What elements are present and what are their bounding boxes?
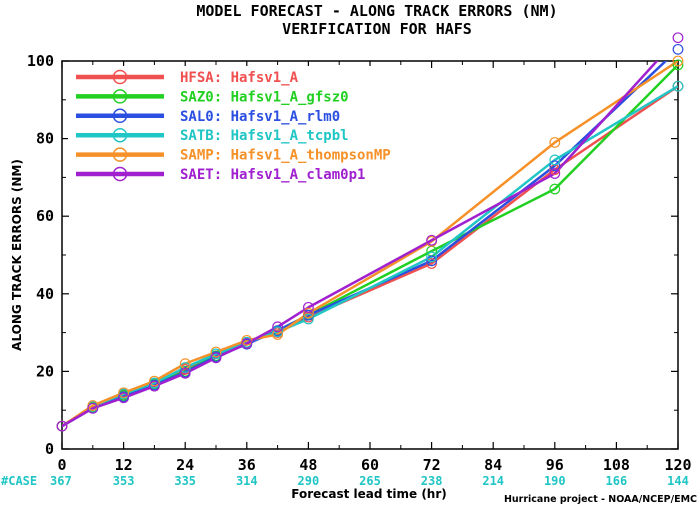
x-tick-label: 48: [299, 456, 317, 474]
y-axis-label: ALONG TRACK ERRORS (NM): [10, 159, 24, 351]
data-point: [303, 313, 314, 325]
x-tick-label: 108: [603, 456, 630, 474]
case-count: 238: [421, 474, 443, 488]
x-tick-label: 36: [238, 456, 256, 474]
x-tick-label: 0: [57, 456, 66, 474]
legend-entry: SAET: Hafsv1_A_clam0p1: [180, 167, 365, 183]
case-count: 314: [236, 474, 258, 488]
data-point: [179, 367, 191, 379]
data-point: [148, 380, 160, 392]
x-axis-label: Forecast lead time (hr): [291, 487, 447, 501]
case-count: 290: [298, 474, 320, 488]
data-point: [549, 168, 561, 179]
x-tick-label: 84: [484, 456, 502, 474]
data-point: [426, 258, 438, 269]
legend-swatch-marker: [112, 127, 128, 143]
data-point: [210, 352, 222, 364]
y-tick-label: 80: [36, 130, 54, 148]
data-point: [549, 160, 561, 172]
legend: HFSA: Hafsv1_A SAZ0: Hafsv1_A_gfsz0 SAL0: …: [68, 66, 418, 185]
data-point: [56, 420, 68, 432]
legend-entry: HFSA: Hafsv1_A: [180, 70, 299, 86]
data-point: [426, 251, 438, 263]
data-point: [272, 326, 284, 338]
x-tick-label: 96: [546, 456, 564, 474]
y-tick-label: 0: [45, 440, 54, 458]
data-point: [210, 346, 222, 358]
legend-entry: SATB: Hafsv1_A_tcpbl: [180, 128, 349, 144]
data-point: [426, 255, 438, 267]
case-count: 265: [359, 474, 381, 488]
data-point: [118, 392, 129, 404]
data-point: [303, 307, 314, 319]
y-tick-label: 60: [36, 207, 54, 225]
legend-swatch-marker: [112, 108, 128, 124]
legend-swatch-marker: [112, 69, 128, 85]
data-point: [672, 55, 684, 67]
data-point: [549, 137, 561, 148]
y-tick-label: 40: [36, 285, 54, 303]
data-point: [241, 334, 253, 346]
data-point: [272, 329, 284, 340]
case-count: 144: [667, 474, 689, 488]
legend-entry: SAMP: Hafsv1_A_thompsonMP: [180, 148, 391, 164]
data-point: [118, 387, 129, 399]
case-label: #CASE: [1, 474, 37, 488]
data-point: [241, 338, 253, 349]
legend-box: [68, 66, 418, 185]
legend-swatch-marker: [112, 147, 128, 162]
data-point: [672, 43, 684, 55]
legend-swatch-marker: [112, 166, 128, 182]
y-tick-label: 20: [36, 362, 54, 380]
case-count: 214: [482, 474, 504, 488]
legend-swatch-marker: [112, 89, 128, 104]
data-point: [148, 375, 160, 387]
data-point: [672, 80, 684, 92]
x-tick-label: 60: [361, 456, 379, 474]
data-point: [87, 402, 99, 414]
credit-text: Hurricane project - NOAA/NCEP/EMC: [504, 494, 697, 505]
data-point: [272, 321, 284, 333]
chart-title: MODEL FORECAST - ALONG TRACK ERRORS (NM): [196, 2, 557, 20]
case-count: 335: [174, 474, 196, 488]
x-tick-label: 72: [423, 456, 441, 474]
data-point: [426, 234, 438, 246]
data-point: [87, 400, 99, 411]
data-point: [179, 362, 191, 373]
plot-area: 0367123532433536314482906026572238842149…: [1, 32, 692, 488]
legend-entry: SAL0: Hafsv1_A_rlm0: [180, 109, 340, 125]
series-line: [62, 61, 659, 428]
data-point: [303, 301, 314, 313]
data-point: [549, 154, 561, 166]
data-point: [672, 32, 684, 44]
x-tick-label: 12: [115, 456, 133, 474]
case-count: 166: [606, 474, 628, 488]
data-point: [672, 59, 684, 71]
x-tick-label: 120: [664, 456, 691, 474]
case-count: 190: [544, 474, 566, 488]
x-tick-label: 24: [176, 456, 194, 474]
y-tick-label: 100: [27, 52, 54, 70]
legend-entry: SAZ0: Hafsv1_A_gfsz0: [180, 89, 349, 105]
case-count: 353: [113, 474, 135, 488]
chart-subtitle: VERIFICATION FOR HAFS: [282, 20, 472, 38]
data-point: [549, 183, 561, 195]
case-count: 367: [50, 474, 72, 488]
